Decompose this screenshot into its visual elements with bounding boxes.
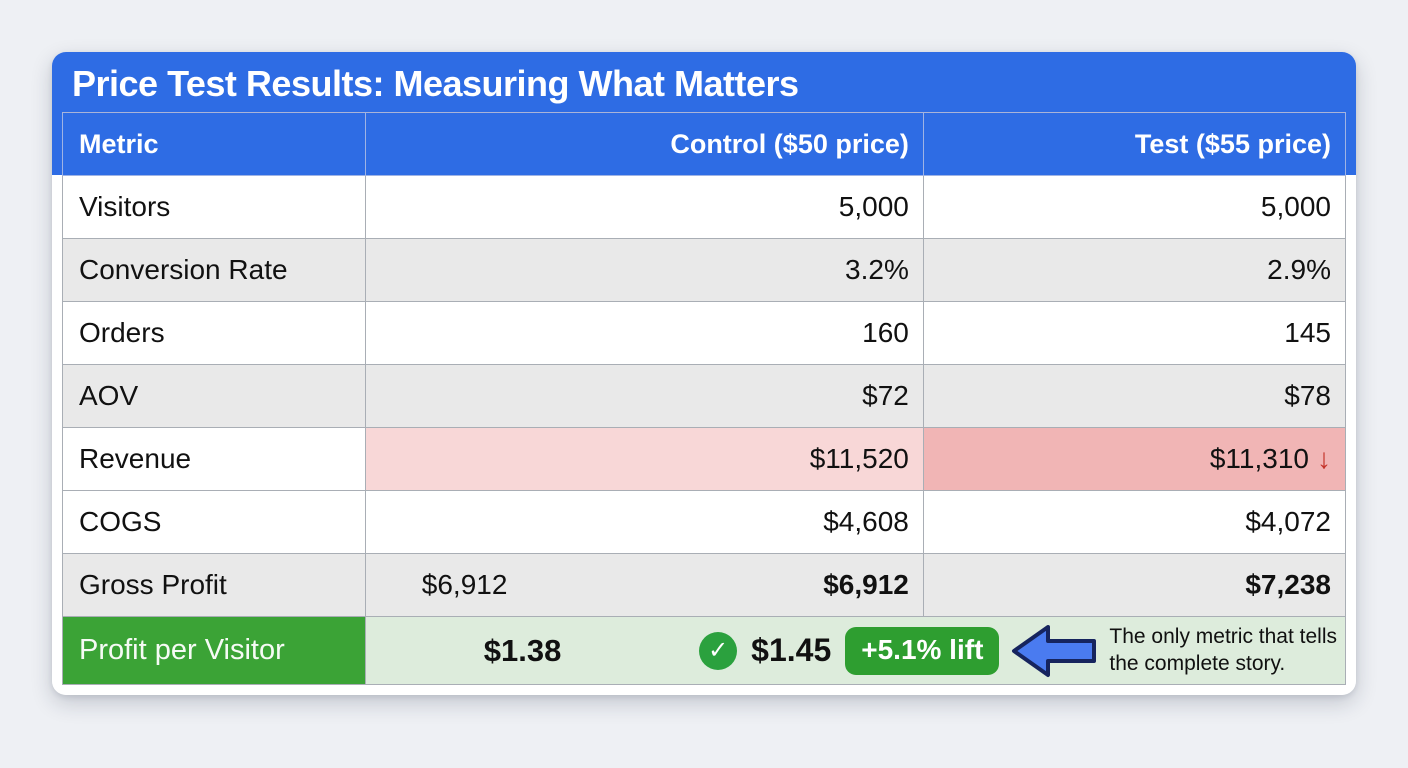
metric-label: Revenue xyxy=(62,427,366,491)
test-value: $7,238 xyxy=(922,553,1347,617)
control-value: 3.2% xyxy=(364,238,924,302)
annotation-line-2: the complete story. xyxy=(1109,651,1286,675)
table-row-profit-per-visitor: Profit per Visitor $1.38 ✓ $1.45 +5.1% l… xyxy=(62,616,1347,685)
metric-label: COGS xyxy=(62,490,366,554)
metric-label: AOV xyxy=(62,364,366,428)
table-row-orders: Orders 160 145 xyxy=(62,301,1347,365)
summary-control-value: $1.38 xyxy=(483,632,562,668)
table-row-aov: AOV $72 $78 xyxy=(62,364,1347,428)
test-value-highlighted: $11,310 ↓ xyxy=(922,427,1347,491)
test-value: 5,000 xyxy=(922,175,1347,239)
metric-label: Conversion Rate xyxy=(62,238,366,302)
lift-badge: +5.1% lift xyxy=(845,626,1000,675)
test-value: $11,310 xyxy=(1209,443,1309,474)
control-value: $72 xyxy=(364,364,924,428)
summary-test-group: ✓ $1.45 xyxy=(699,631,832,670)
column-header-metric: Metric xyxy=(62,112,366,176)
control-value-pair: $6,912 $6,912 xyxy=(364,553,924,617)
summary-annotation: The only metric that tells the complete … xyxy=(1109,624,1337,676)
test-value: $4,072 xyxy=(922,490,1347,554)
test-value: 2.9% xyxy=(922,238,1347,302)
results-table: Metric Control ($50 price) Test ($55 pri… xyxy=(62,112,1347,685)
results-card: Price Test Results: Measuring What Matte… xyxy=(52,52,1356,695)
table-container: Metric Control ($50 price) Test ($55 pri… xyxy=(62,112,1347,685)
table-row-visitors: Visitors 5,000 5,000 xyxy=(62,175,1347,239)
table-row-cogs: COGS $4,608 $4,072 xyxy=(62,490,1347,554)
left-arrow-icon xyxy=(1012,624,1097,677)
control-value: 5,000 xyxy=(364,175,924,239)
control-secondary-value: $6,912 xyxy=(421,569,508,600)
test-value: $78 xyxy=(922,364,1347,428)
summary-content-cell: $1.38 ✓ $1.45 +5.1% lift The only metric… xyxy=(364,616,1347,685)
check-circle-icon: ✓ xyxy=(699,631,738,670)
summary-metric-label: Profit per Visitor xyxy=(62,616,366,685)
page-title: Price Test Results: Measuring What Matte… xyxy=(72,63,799,104)
table-row-revenue: Revenue $11,520 $11,310 ↓ xyxy=(62,427,1347,491)
column-header-test: Test ($55 price) xyxy=(922,112,1347,176)
table-row-gross-profit: Gross Profit $6,912 $6,912 $7,238 xyxy=(62,553,1347,617)
control-value-highlighted: $11,520 xyxy=(364,427,924,491)
annotation-line-1: The only metric that tells xyxy=(1109,625,1337,649)
control-value: $6,912 xyxy=(823,569,909,600)
metric-label: Visitors xyxy=(62,175,366,239)
table-row-conversion-rate: Conversion Rate 3.2% 2.9% xyxy=(62,238,1347,302)
test-value: 145 xyxy=(922,301,1347,365)
trend-down-arrow-icon: ↓ xyxy=(1317,443,1331,474)
control-value: $4,608 xyxy=(364,490,924,554)
metric-label: Orders xyxy=(62,301,366,365)
summary-test-value: $1.45 xyxy=(751,632,832,668)
metric-label: Gross Profit xyxy=(62,553,366,617)
column-header-control: Control ($50 price) xyxy=(364,112,924,176)
table-header-row: Metric Control ($50 price) Test ($55 pri… xyxy=(62,112,1347,176)
control-value: 160 xyxy=(364,301,924,365)
